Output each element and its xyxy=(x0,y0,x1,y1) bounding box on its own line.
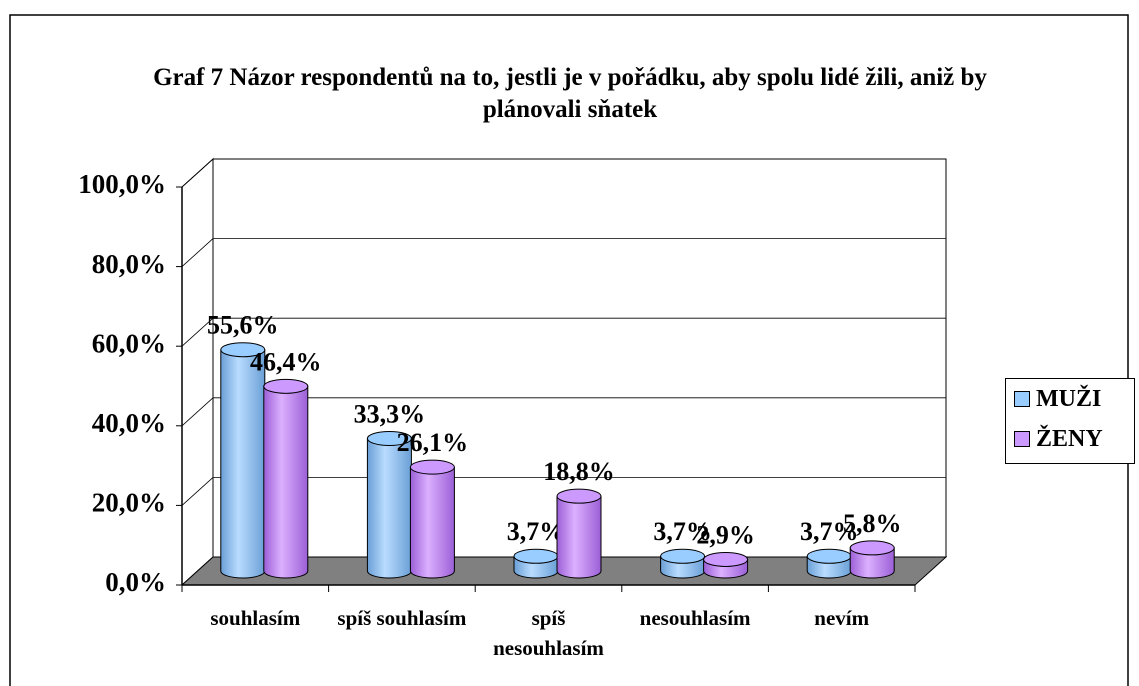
bar-top xyxy=(220,342,266,358)
y-tick-label: 0,0% xyxy=(105,567,166,597)
bar xyxy=(263,385,309,579)
bar xyxy=(849,547,895,579)
y-tick-label: 60,0% xyxy=(92,328,166,358)
legend-label: ŽENY xyxy=(1036,425,1103,452)
value-label: 18,8% xyxy=(543,457,615,486)
bar-top xyxy=(556,488,602,504)
bar-top xyxy=(366,430,412,446)
bar-top xyxy=(703,551,749,567)
chart-border xyxy=(9,14,1129,686)
legend: MUŽI ŽENY xyxy=(1005,378,1135,464)
cylinder xyxy=(366,430,412,579)
bar-top xyxy=(849,540,895,556)
side-wall xyxy=(181,157,214,587)
cylinder xyxy=(220,342,266,579)
cylinder xyxy=(409,459,455,579)
legend-swatch xyxy=(1014,431,1030,447)
x-tick-label: souhlasím xyxy=(210,606,301,630)
x-tick-label: spíš souhlasím xyxy=(337,606,467,630)
value-label: 46,4% xyxy=(250,347,322,376)
cylinder xyxy=(849,540,895,579)
x-tick-label: spíš nesouhlasím xyxy=(493,606,604,660)
cylinder xyxy=(556,488,602,579)
value-label: 3,7% xyxy=(507,517,566,546)
cylinder xyxy=(513,548,559,579)
value-label: 3,7% xyxy=(653,517,712,546)
legend-item: MUŽI xyxy=(1006,379,1134,419)
y-tick-label: 20,0% xyxy=(92,488,166,518)
bar-top xyxy=(660,548,706,564)
y-tick-label: 80,0% xyxy=(92,249,166,279)
cylinder xyxy=(806,548,852,579)
y-tick-label: 100,0% xyxy=(78,169,166,199)
grid-line-side xyxy=(181,477,214,506)
cylinder xyxy=(660,548,706,579)
value-label: 5,8% xyxy=(843,509,902,538)
bar xyxy=(220,349,266,579)
bar xyxy=(366,437,412,579)
grid-line-side xyxy=(181,397,214,427)
value-label: 3,7% xyxy=(800,517,859,546)
bar xyxy=(556,495,602,579)
legend-item: ŽENY xyxy=(1006,419,1134,459)
bar-top xyxy=(409,459,455,475)
value-label: 2,9% xyxy=(696,520,755,549)
bar xyxy=(409,466,455,579)
value-label: 33,3% xyxy=(354,399,426,428)
grid-line-side xyxy=(181,238,214,267)
grid-line-side xyxy=(181,158,214,188)
grid-line-side xyxy=(181,317,214,347)
legend-swatch xyxy=(1014,391,1030,407)
x-tick-label: nesouhlasím xyxy=(639,606,751,630)
bar-top xyxy=(513,548,559,564)
cylinder xyxy=(703,551,749,579)
value-label: 26,1% xyxy=(397,428,469,457)
value-label: 55,6% xyxy=(207,311,279,340)
cylinder xyxy=(263,378,309,579)
bar-top xyxy=(263,378,309,394)
y-tick-label: 40,0% xyxy=(92,408,166,438)
bar-top xyxy=(806,548,852,564)
x-tick-label: nevím xyxy=(814,606,870,630)
chart-title: Graf 7 Názor respondentů na to, jestli j… xyxy=(153,64,987,123)
legend-label: MUŽI xyxy=(1036,385,1102,412)
